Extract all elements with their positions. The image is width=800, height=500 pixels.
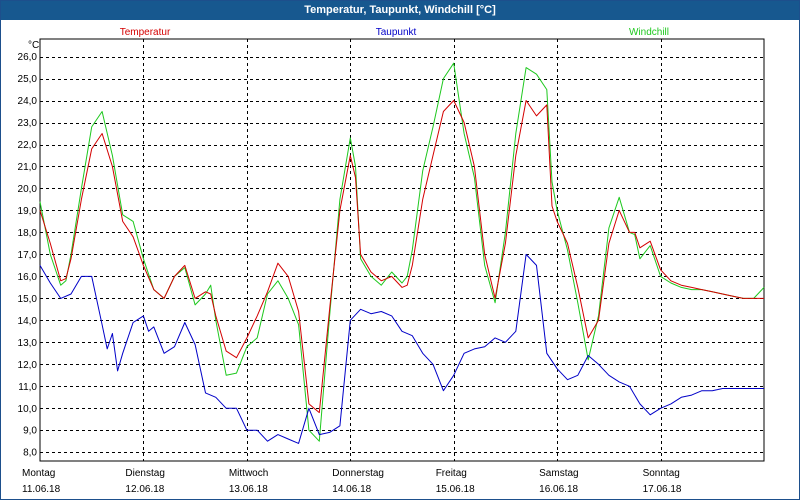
series-line-taupunkt — [39, 253, 764, 444]
x-date-label: 16.06.18 — [539, 484, 578, 495]
series-lines — [39, 62, 765, 444]
y-tick-label: 23,0 — [18, 118, 38, 129]
y-tick-label: 25,0 — [18, 74, 38, 85]
legend: Temperatur Taupunkt Windchill — [120, 27, 669, 38]
y-tick-label: 13,0 — [18, 338, 38, 349]
plot-area — [39, 38, 765, 462]
y-tick-label: 24,0 — [18, 96, 38, 107]
series-line-temperatur — [39, 100, 764, 414]
x-date-label: 14.06.18 — [332, 484, 371, 495]
x-day-label: Sonntag — [643, 468, 680, 479]
legend-entry-temperatur: Temperatur — [120, 27, 171, 38]
y-tick-label: 16,0 — [18, 272, 38, 283]
y-tick-label: 18,0 — [18, 228, 38, 239]
y-tick-label: 12,0 — [18, 360, 38, 371]
x-day-label: Donnerstag — [332, 468, 384, 479]
x-date-label: 12.06.18 — [125, 484, 164, 495]
y-axis-ticks: 8,0 9,0 10,0 11,0 12,0 13,0 14,0 15,0 16,0 17,0 18… — [18, 52, 38, 459]
x-day-label: Mittwoch — [229, 468, 268, 479]
y-tick-label: 15,0 — [18, 294, 38, 305]
x-axis-labels: Montag 11.06.18 Dienstag 12.06.18 Mittwoch 13… — [22, 468, 682, 495]
y-tick-label: 26,0 — [18, 52, 38, 63]
y-axis-label: °C — [28, 40, 39, 51]
y-tick-label: 8,0 — [23, 448, 37, 459]
x-date-label: 13.06.18 — [229, 484, 268, 495]
y-tick-label: 19,0 — [18, 206, 38, 217]
y-tick-label: 22,0 — [18, 140, 38, 151]
x-day-label: Samstag — [539, 468, 578, 479]
grid — [40, 39, 764, 461]
legend-entry-taupunkt: Taupunkt — [376, 27, 417, 38]
x-date-label: 17.06.18 — [643, 484, 682, 495]
y-tick-label: 10,0 — [18, 404, 38, 415]
x-day-label: Dienstag — [125, 468, 164, 479]
x-date-label: 11.06.18 — [22, 484, 61, 495]
y-tick-label: 14,0 — [18, 316, 38, 327]
y-tick-label: 9,0 — [23, 426, 37, 437]
window-title: Temperatur, Taupunkt, Windchill [°C] — [1, 1, 799, 20]
x-date-label: 15.06.18 — [436, 484, 475, 495]
y-tick-label: 20,0 — [18, 184, 38, 195]
legend-entry-windchill: Windchill — [629, 27, 669, 38]
y-tick-label: 11,0 — [18, 382, 37, 393]
y-tick-label: 17,0 — [18, 250, 38, 261]
x-day-label: Montag — [22, 468, 55, 479]
y-tick-label: 21,0 — [18, 162, 38, 173]
x-day-label: Freitag — [436, 468, 467, 479]
